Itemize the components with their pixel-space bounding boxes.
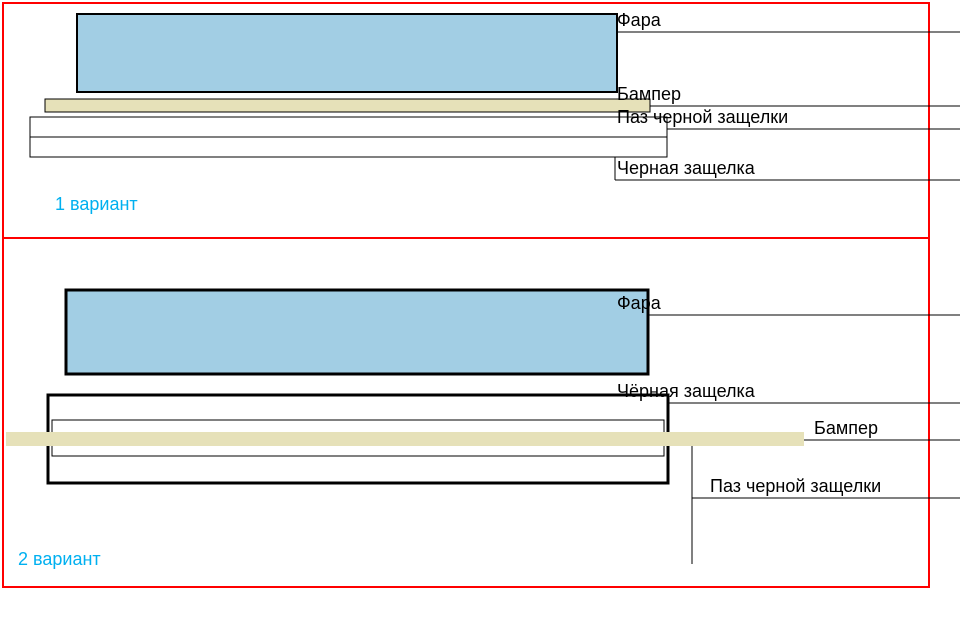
v1-caption: 1 вариант (55, 194, 138, 214)
assembly-diagram: Фара Бампер Паз черной защелки Черная защел… (0, 0, 960, 636)
v1-slot (30, 117, 667, 137)
v1-fara (77, 14, 617, 92)
v2-fara (66, 290, 648, 374)
v1-bumper-label: Бампер (617, 84, 681, 104)
v1-latch (30, 137, 667, 157)
v2-caption: 2 вариант (18, 549, 101, 569)
v1-bumper (45, 99, 650, 112)
v2-bumper-label: Бампер (814, 418, 878, 438)
v2-fara-label: Фара (617, 293, 662, 313)
v1-slot-label: Паз черной защелки (617, 107, 788, 127)
v2-bumper (6, 432, 804, 446)
v1-latch-label: Черная защелка (617, 158, 756, 178)
v2-latch-label: Чёрная защелка (617, 381, 756, 401)
v1-fara-label: Фара (617, 10, 662, 30)
v2-slot-label: Паз черной защелки (710, 476, 881, 496)
